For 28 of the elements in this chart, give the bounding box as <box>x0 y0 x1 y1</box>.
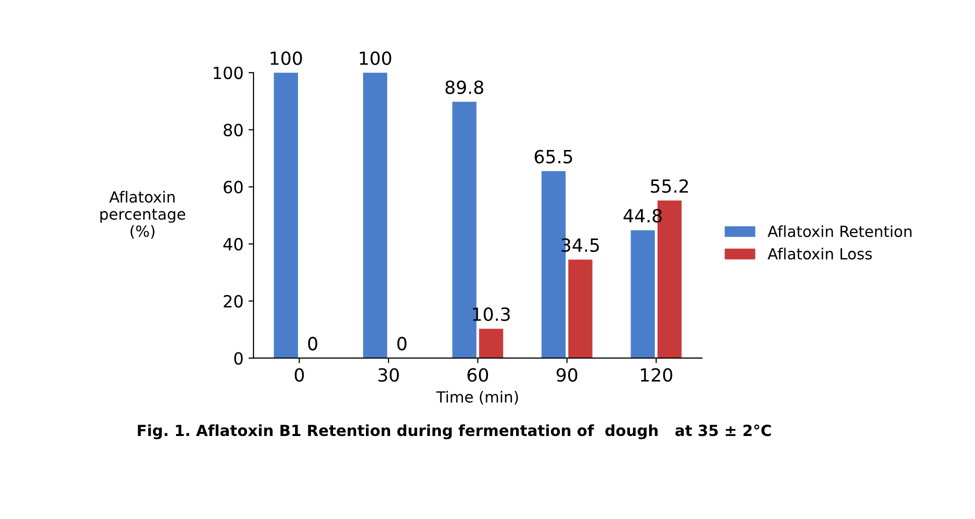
x-tick-label: 60 <box>468 368 488 382</box>
x-tick-label: 90 <box>556 368 578 382</box>
data-label: 55.2 <box>650 179 688 193</box>
y-tick-label: 40 <box>223 238 243 250</box>
y-axis-title: Aflatoxin percentage (%) <box>100 190 186 239</box>
x-tick-label: 120 <box>640 368 672 382</box>
caption: Fig. 1. Aflatoxin B1 Retention during fermentation of dough at 35 ± 2°C <box>138 424 771 440</box>
y-tick-label: 20 <box>224 294 243 308</box>
x-tick-label: 0 <box>294 368 304 382</box>
legend-label: Aflatoxin Retention <box>768 225 912 238</box>
y-tick-label: 0 <box>234 352 243 365</box>
data-label: 89.8 <box>445 80 484 94</box>
data-label: 0 <box>308 336 318 350</box>
data-label: 65.5 <box>534 150 572 164</box>
y-tick-label: 80 <box>224 124 243 136</box>
bar <box>479 328 504 358</box>
x-axis-title: Time (min) <box>436 390 518 404</box>
data-label: 100 <box>360 51 392 65</box>
y-tick-label: 100 <box>214 66 243 80</box>
bar <box>568 260 592 358</box>
y-tick-label: 60 <box>224 180 243 194</box>
bar <box>363 72 388 358</box>
bar <box>630 230 655 358</box>
data-label: 100 <box>270 51 302 65</box>
data-label: 0 <box>397 336 406 350</box>
bar <box>274 72 298 358</box>
legend-label: Aflatoxin Loss <box>768 248 872 260</box>
x-tick-label: 30 <box>378 368 399 382</box>
